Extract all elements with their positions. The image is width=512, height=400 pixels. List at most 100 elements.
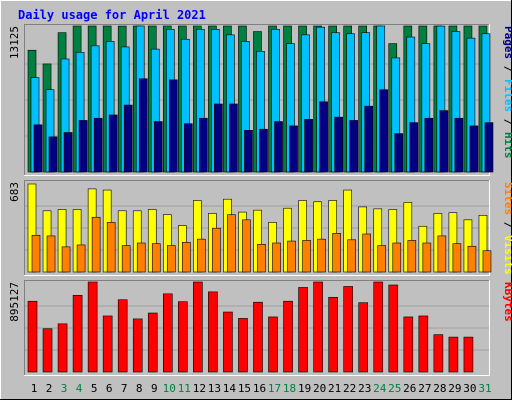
y-axis-labels: 13125 683 895127 bbox=[8, 26, 21, 322]
bar-kbytes-day-15 bbox=[238, 318, 248, 373]
bar-kbytes-day-9 bbox=[147, 312, 158, 373]
y-max-label-hits-files-pages: 13125 bbox=[8, 26, 21, 59]
legend-visits-sites: Sites / Visits bbox=[502, 182, 512, 275]
bar-kbytes-day-7 bbox=[117, 299, 128, 373]
bar-sites-day-19 bbox=[302, 240, 311, 273]
bar-pages-day-13 bbox=[214, 103, 223, 173]
bar-pages-day-9 bbox=[153, 121, 163, 173]
bar-kbytes-day-3 bbox=[57, 323, 68, 373]
bar-kbytes-day-1 bbox=[27, 300, 38, 373]
bar-pages-day-4 bbox=[78, 120, 88, 173]
legend-pages: Pages bbox=[502, 26, 512, 59]
bar-kbytes-day-2 bbox=[42, 328, 53, 373]
legend-separator: / bbox=[502, 112, 512, 132]
bar-sites-day-24 bbox=[377, 245, 387, 273]
bar-sites-day-9 bbox=[151, 243, 161, 273]
x-label-day-17: 17 bbox=[268, 382, 281, 395]
bar-pages-day-16 bbox=[259, 128, 268, 173]
bar-sites-day-26 bbox=[407, 240, 417, 273]
bar-sites-day-23 bbox=[362, 233, 372, 273]
bar-sites-day-12 bbox=[197, 238, 206, 273]
bar-kbytes-day-19 bbox=[298, 287, 308, 373]
x-label-day-6: 6 bbox=[106, 382, 113, 395]
y-max-label-kbytes: 895127 bbox=[8, 282, 21, 322]
bar-kbytes-day-29 bbox=[448, 336, 459, 373]
x-label-day-26: 26 bbox=[403, 382, 416, 395]
bar-sites-day-17 bbox=[272, 242, 281, 273]
x-label-day-21: 21 bbox=[328, 382, 341, 395]
bar-kbytes-day-6 bbox=[102, 315, 113, 373]
bar-sites-day-8 bbox=[136, 242, 146, 273]
bar-pages-day-19 bbox=[304, 119, 313, 173]
x-label-day-2: 2 bbox=[46, 382, 53, 395]
legend-separator: / bbox=[502, 215, 512, 235]
bar-kbytes-day-10 bbox=[162, 293, 173, 373]
bar-sites-day-4 bbox=[76, 244, 86, 273]
x-label-day-29: 29 bbox=[448, 382, 461, 395]
bar-sites-day-22 bbox=[347, 239, 356, 273]
bar-kbytes-day-21 bbox=[328, 296, 338, 373]
bar-sites-day-28 bbox=[437, 235, 447, 273]
bar-pages-day-8 bbox=[138, 78, 148, 173]
bar-sites-day-7 bbox=[121, 245, 131, 273]
bar-pages-day-26 bbox=[409, 122, 419, 173]
bar-pages-day-28 bbox=[439, 110, 449, 173]
bar-kbytes-day-16 bbox=[253, 301, 263, 373]
x-label-day-3: 3 bbox=[61, 382, 68, 395]
bar-sites-day-15 bbox=[242, 219, 251, 273]
bar-kbytes-day-11 bbox=[178, 301, 188, 373]
bar-pages-day-25 bbox=[394, 133, 404, 173]
bar-kbytes-day-23 bbox=[358, 302, 369, 373]
x-axis-labels: 1 2 3 4 5 6 7 8 9 10 11 12 13 14 15 16 17 18 19 20 21 22 23 24 2… bbox=[31, 382, 492, 395]
bar-kbytes-day-18 bbox=[283, 300, 293, 373]
x-label-day-13: 13 bbox=[208, 382, 221, 395]
x-label-day-20: 20 bbox=[313, 382, 326, 395]
x-label-day-28: 28 bbox=[433, 382, 446, 395]
bar-pages-day-22 bbox=[349, 120, 358, 173]
bar-pages-day-1 bbox=[33, 124, 43, 173]
bar-kbytes-day-30 bbox=[463, 336, 474, 373]
x-label-day-16: 16 bbox=[253, 382, 266, 395]
bar-kbytes-day-27 bbox=[418, 315, 429, 373]
x-label-day-10: 10 bbox=[163, 382, 176, 395]
bar-kbytes-day-24 bbox=[373, 281, 384, 373]
x-label-day-15: 15 bbox=[238, 382, 251, 395]
bar-kbytes-day-4 bbox=[72, 295, 83, 373]
x-label-day-4: 4 bbox=[76, 382, 83, 395]
bar-pages-day-17 bbox=[274, 121, 283, 173]
chart-title: Daily usage for April 2021 bbox=[18, 8, 206, 22]
bar-pages-day-14 bbox=[229, 103, 238, 173]
bar-sites-day-25 bbox=[392, 242, 402, 273]
x-label-day-12: 12 bbox=[193, 382, 206, 395]
bar-pages-day-21 bbox=[334, 116, 343, 173]
bar-kbytes-day-25 bbox=[388, 284, 399, 373]
bar-pages-day-30 bbox=[469, 125, 479, 173]
bar-pages-day-11 bbox=[184, 123, 193, 173]
bar-pages-day-2 bbox=[48, 136, 58, 173]
bar-pages-day-10 bbox=[168, 79, 178, 173]
bar-sites-day-2 bbox=[46, 235, 56, 273]
bar-sites-day-21 bbox=[332, 233, 341, 273]
x-label-day-19: 19 bbox=[298, 382, 311, 395]
chart-bars bbox=[27, 25, 494, 373]
legend-kbytes: KBytes bbox=[502, 282, 512, 322]
y-max-label-visits-sites: 683 bbox=[8, 182, 21, 202]
legend-hits-files-pages: Pages / Files / Hits bbox=[502, 26, 512, 159]
bar-sites-day-27 bbox=[422, 242, 432, 273]
bar-pages-day-31 bbox=[484, 122, 494, 173]
bar-pages-day-12 bbox=[199, 117, 208, 173]
bar-pages-day-29 bbox=[454, 117, 464, 173]
legend-files: Files bbox=[502, 79, 512, 112]
bar-sites-day-29 bbox=[452, 243, 462, 273]
bar-sites-day-1 bbox=[31, 234, 41, 273]
bar-sites-day-14 bbox=[227, 214, 236, 273]
bar-sites-day-20 bbox=[317, 238, 326, 273]
bar-sites-day-10 bbox=[166, 245, 176, 273]
x-label-day-18: 18 bbox=[283, 382, 296, 395]
bar-pages-day-24 bbox=[379, 89, 389, 173]
bar-sites-day-6 bbox=[106, 222, 116, 273]
legend-hits: Hits bbox=[502, 132, 512, 159]
x-label-day-9: 9 bbox=[151, 382, 158, 395]
bar-pages-day-3 bbox=[63, 132, 73, 173]
